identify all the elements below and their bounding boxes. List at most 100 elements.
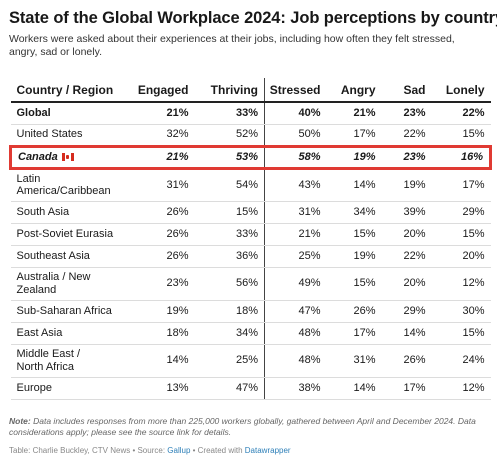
value-cell-sad: 14% [381,322,432,345]
region-cell: Middle East / North Africa [10,344,134,378]
value-cell-engaged: 14% [133,344,195,378]
value-cell-thriving: 54% [194,168,265,202]
region-label: Sub-Saharan Africa [16,304,112,317]
value-cell-thriving: 47% [194,377,265,400]
value-cell-stressed: 49% [264,267,327,301]
region-label: Canada [18,150,58,163]
value-cell-engaged: 21% [133,102,195,125]
table-row: Canada 21% 53% 58% 19% 23% 16% [9,144,492,170]
table-row: Southeast Asia 26% 36% 25% 19% 22% 20% [10,245,491,268]
value-cell-lonely: 15% [431,124,491,147]
value-cell-thriving: 33% [194,102,265,125]
table-row: United States 32% 52% 50% 17% 22% 15% [10,124,491,147]
value-cell-lonely: 12% [431,267,491,301]
region-cell: United States [10,124,134,147]
region-cell: Latin America/Caribbean [10,168,134,202]
value-cell-sad: 26% [381,344,432,378]
table-container: State of the Global Workplace 2024: Job … [9,8,497,400]
value-cell-lonely: 17% [431,168,491,202]
value-cell-thriving: 53% [194,144,265,170]
value-cell-thriving: 18% [194,300,265,323]
value-cell-engaged: 18% [133,322,195,345]
value-cell-sad: 17% [381,377,432,400]
value-cell-sad: 23% [381,144,432,170]
value-cell-angry: 17% [326,322,382,345]
value-cell-stressed: 38% [264,377,327,400]
value-cell-angry: 19% [326,245,382,268]
value-cell-engaged: 31% [133,168,195,202]
region-label: Post-Soviet Eurasia [16,227,114,240]
datawrapper-link[interactable]: Datawrapper [244,446,291,455]
value-cell-engaged: 21% [133,144,195,170]
value-cell-lonely: 16% [431,144,492,170]
subtitle: Workers were asked about their experienc… [9,33,455,58]
value-cell-stressed: 31% [264,201,327,224]
column-header-engaged: Engaged [133,78,195,103]
region-cell: Global [10,102,134,125]
value-cell-thriving: 15% [194,201,265,224]
value-cell-angry: 15% [326,223,382,246]
column-header-stressed: Stressed [264,78,327,103]
table-row: Sub-Saharan Africa 19% 18% 47% 26% 29% 30% [10,300,491,323]
region-label: Australia / New Zealand [16,271,91,296]
table-row: East Asia 18% 34% 48% 17% 14% 15% [10,322,491,345]
value-cell-stressed: 47% [264,300,327,323]
table-row: Europe 13% 47% 38% 14% 17% 12% [10,377,491,400]
value-cell-sad: 20% [381,267,432,301]
value-cell-thriving: 33% [194,223,265,246]
source-middle: • Created with [190,446,245,455]
region-cell: Post-Soviet Eurasia [10,223,134,246]
value-cell-lonely: 30% [431,300,491,323]
value-cell-sad: 20% [381,223,432,246]
value-cell-angry: 15% [326,267,382,301]
value-cell-angry: 21% [326,102,382,125]
note-label: Note: [9,416,31,426]
source-link[interactable]: Gallup [167,446,191,455]
value-cell-stressed: 58% [264,144,327,170]
value-cell-angry: 14% [326,377,382,400]
value-cell-stressed: 40% [264,102,327,125]
value-cell-sad: 39% [381,201,432,224]
source-prefix: Table: Charlie Buckley, CTV News • Sourc… [9,446,168,455]
value-cell-thriving: 36% [194,245,265,268]
source-line: Table: Charlie Buckley, CTV News • Sourc… [9,446,291,455]
value-cell-sad: 19% [381,168,432,202]
region-cell: Canada [9,144,134,170]
value-cell-lonely: 24% [431,344,491,378]
region-label: Europe [16,381,52,394]
table-body: Global 21% 33% 40% 21% 23% 22% United States 32%… [9,102,492,400]
column-header-angry: Angry [326,78,382,103]
column-header-country-region: Country / Region [10,78,134,103]
region-cell: East Asia [10,322,134,345]
table-row: Post-Soviet Eurasia 26% 33% 21% 15% 20% 15% [10,223,491,246]
table-row: Australia / New Zealand 23% 56% 49% 15% 20% 12… [10,267,491,301]
table-row: Latin America/Caribbean 31% 54% 43% 14% 19% 17… [10,168,491,202]
value-cell-thriving: 25% [194,344,265,378]
value-cell-engaged: 32% [133,124,195,147]
column-header-thriving: Thriving [194,78,265,103]
value-cell-lonely: 15% [431,223,491,246]
column-header-sad: Sad [381,78,432,103]
region-label: Global [16,107,51,119]
value-cell-lonely: 22% [431,102,491,125]
table-row: Middle East / North Africa 14% 25% 48% 31% 26… [10,344,491,378]
value-cell-lonely: 12% [431,377,491,400]
note-text: Data includes responses from more than 2… [9,416,476,437]
value-cell-angry: 34% [326,201,382,224]
value-cell-thriving: 52% [194,124,265,147]
value-cell-stressed: 25% [264,245,327,268]
value-cell-engaged: 19% [133,300,195,323]
region-label: East Asia [16,326,63,339]
value-cell-stressed: 50% [264,124,327,147]
value-cell-sad: 29% [381,300,432,323]
region-cell: Southeast Asia [10,245,134,268]
value-cell-lonely: 20% [431,245,491,268]
value-cell-engaged: 26% [133,201,195,224]
header-row: Country / Region Engaged Thriving Stressed A… [10,78,491,103]
value-cell-sad: 23% [381,102,432,125]
data-table: Country / Region Engaged Thriving Stressed A… [9,78,492,400]
value-cell-engaged: 26% [133,223,195,246]
value-cell-sad: 22% [381,245,432,268]
region-cell: South Asia [10,201,134,224]
value-cell-angry: 26% [326,300,382,323]
